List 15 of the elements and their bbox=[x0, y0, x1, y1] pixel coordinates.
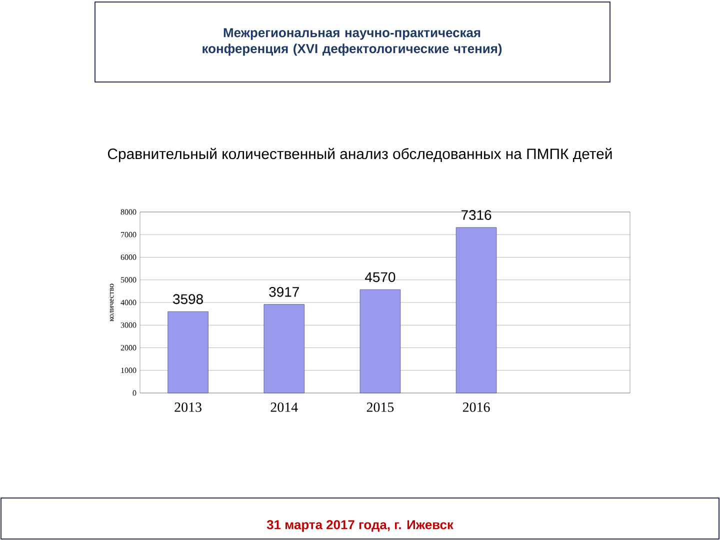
bar bbox=[264, 304, 304, 394]
x-tick-label: 2014 bbox=[270, 402, 298, 412]
bar bbox=[168, 311, 208, 394]
x-tick-label: 2016 bbox=[462, 402, 490, 412]
text: 31 марта 2017 года, г. Ижевск bbox=[266, 520, 454, 532]
data-label: 3917 bbox=[269, 286, 299, 297]
x-tick-label: 2013 bbox=[174, 402, 202, 412]
data-label: 3598 bbox=[173, 294, 203, 304]
bar bbox=[456, 227, 497, 394]
data-label: 4570 bbox=[365, 272, 396, 282]
x-tick-label: 2015 bbox=[366, 402, 394, 412]
chart-subtitle: Межрегиональная научно-практическая конференция (XVI дефектологические чтения) bbox=[202, 28, 502, 56]
bar bbox=[360, 289, 401, 394]
chart-title: Сравнительный количественный анализ обследованных на ПМПК детей bbox=[108, 148, 612, 162]
data-label: 7316 bbox=[461, 210, 492, 220]
